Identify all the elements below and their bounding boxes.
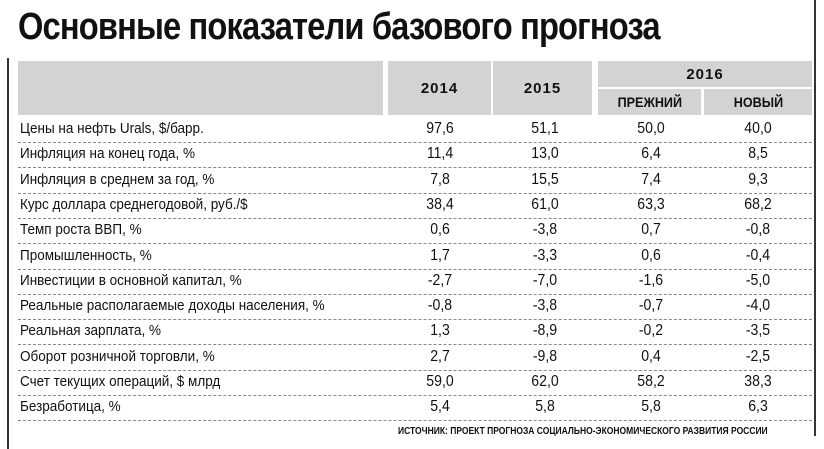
cell-value: -0,8: [745, 221, 771, 239]
cell-value: 7,8: [430, 170, 450, 188]
cell-value: 61,0: [531, 195, 559, 213]
cell-value: -3,5: [745, 322, 771, 340]
cell-value: -3,8: [532, 221, 558, 239]
cell-value: -9,8: [532, 347, 558, 365]
cell-value: -3,3: [532, 246, 558, 264]
cell-value: -1,6: [638, 271, 664, 289]
row-label: Инфляция на конец года, %: [20, 145, 195, 163]
source-note: ИСТОЧНИК: ПРОЕКТ ПРОГНОЗА СОЦИАЛЬНО-ЭКОН…: [398, 426, 768, 437]
table-row: Оборот розничной торговли, % 2,7 -9,8 0,4 -2…: [18, 345, 812, 371]
cell-value: 13,0: [531, 145, 559, 163]
cell-value: 5,8: [641, 398, 661, 416]
row-label: Счет текущих операций, $ млрд: [20, 373, 221, 390]
header-prev: ПРЕЖНИЙ: [598, 89, 701, 115]
cell-value: -5,0: [745, 271, 771, 289]
table-row: Безработица, % 5,4 5,8 5,8 6,3: [18, 395, 812, 422]
cell-value: -7,0: [532, 271, 558, 289]
row-label: Безработица, %: [20, 398, 121, 416]
header-2015: 2015: [493, 61, 592, 115]
left-border: [7, 58, 9, 449]
table-row: Цены на нефть Urals, $/барр. 97,6 51,1 50,0…: [18, 117, 812, 143]
header-prev-label: ПРЕЖНИЙ: [617, 94, 682, 110]
cell-value: -2,7: [427, 271, 453, 289]
cell-value: 9,3: [748, 170, 768, 188]
cell-value: 50,0: [637, 120, 665, 137]
cell-value: 63,3: [637, 195, 665, 213]
row-label: Реальные располагаемые доходы населения,…: [20, 297, 325, 315]
header-new: НОВЫЙ: [704, 89, 812, 115]
cell-value: 51,1: [531, 120, 559, 137]
table-row: Реальная зарплата, % 1,3 -8,9 -0,2 -3,5: [18, 319, 812, 346]
cell-value: -8,9: [532, 322, 558, 340]
header-new-label: НОВЫЙ: [733, 94, 783, 110]
header-2014: 2014: [388, 61, 491, 115]
cell-value: 38,3: [744, 373, 772, 390]
cell-value: 2,7: [430, 347, 450, 365]
row-label: Реальная зарплата, %: [20, 322, 162, 340]
cell-value: 8,5: [748, 145, 768, 163]
page-title: Основные показатели базового прогноза: [18, 6, 661, 48]
table-row: Счет текущих операций, $ млрд 59,0 62,0 58,…: [18, 370, 812, 396]
cell-value: 0,7: [641, 221, 661, 239]
cell-value: 7,4: [641, 170, 661, 188]
cell-value: 40,0: [744, 120, 772, 137]
cell-value: 6,4: [641, 145, 661, 163]
cell-value: -0,2: [638, 322, 664, 340]
cell-value: 15,5: [531, 170, 559, 188]
cell-value: -0,7: [638, 297, 664, 315]
cell-value: 1,3: [430, 322, 450, 340]
row-label: Инфляция в среднем за год, %: [20, 170, 215, 188]
header-2016: 2016: [598, 61, 812, 87]
cell-value: 58,2: [637, 373, 665, 390]
cell-value: -0,8: [427, 297, 453, 315]
table-row: Курс доллара среднегодовой, руб./$ 38,4 61…: [18, 193, 812, 219]
cell-value: -2,5: [745, 347, 771, 365]
header-label-cell: [18, 61, 383, 115]
row-label: Инвестиции в основной капитал, %: [20, 271, 242, 289]
cell-value: 11,4: [426, 145, 454, 163]
row-label: Темп роста ВВП, %: [20, 221, 142, 239]
cell-value: 0,6: [430, 221, 450, 239]
cell-value: 5,4: [430, 398, 450, 416]
cell-value: 38,4: [426, 195, 454, 213]
cell-value: 1,7: [430, 246, 450, 264]
row-label: Цены на нефть Urals, $/барр.: [20, 120, 204, 137]
table-row: Инфляция на конец года, % 11,4 13,0 6,4 8,5: [18, 142, 812, 169]
cell-value: 6,3: [748, 398, 768, 416]
cell-value: -0,4: [745, 246, 771, 264]
right-border: [814, 0, 816, 436]
cell-value: 5,8: [535, 398, 555, 416]
cell-value: -4,0: [745, 297, 771, 315]
cell-value: -3,8: [532, 297, 558, 315]
row-label: Курс доллара среднегодовой, руб./$: [20, 195, 248, 213]
cell-value: 59,0: [426, 373, 454, 390]
cell-value: 0,6: [641, 246, 661, 264]
table-row: Темп роста ВВП, % 0,6 -3,8 0,7 -0,8: [18, 218, 812, 245]
cell-value: 97,6: [426, 120, 454, 137]
row-label: Оборот розничной торговли, %: [20, 347, 215, 365]
cell-value: 68,2: [744, 195, 772, 213]
cell-value: 62,0: [531, 373, 559, 390]
table-row: Инвестиции в основной капитал, % -2,7 -7,0…: [18, 269, 812, 295]
cell-value: 0,4: [641, 347, 661, 365]
table-row: Инфляция в среднем за год, % 7,8 15,5 7,4 9,…: [18, 168, 812, 194]
table-row: Промышленность, % 1,7 -3,3 0,6 -0,4: [18, 244, 812, 270]
row-label: Промышленность, %: [20, 246, 152, 264]
table-row: Реальные располагаемые доходы населения,…: [18, 294, 812, 321]
